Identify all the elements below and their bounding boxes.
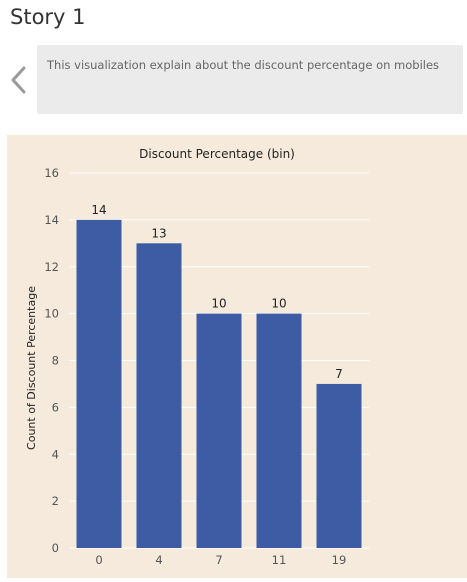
bar[interactable] [76,219,122,548]
story-caption: This visualization explain about the dis… [47,58,440,72]
bar[interactable] [196,313,242,548]
chart-panel: Discount Percentage (bin) Count of Disco… [7,135,467,578]
bar[interactable] [256,313,302,548]
data-label: 13 [151,226,166,240]
y-tick-label: 0 [52,541,59,555]
bar[interactable] [136,243,182,548]
bar[interactable] [316,383,362,548]
bar-chart: Discount Percentage (bin) Count of Disco… [25,147,369,567]
x-tick-label: 19 [332,553,347,567]
y-tick-label: 6 [52,400,59,414]
y-tick-label: 14 [44,213,59,227]
x-axis-ticks: 0 4 7 11 19 [95,553,346,567]
chart-title: Discount Percentage (bin) [139,147,295,161]
y-axis-ticks: 0 2 4 6 8 10 12 14 16 [44,166,59,555]
y-tick-label: 2 [52,494,59,508]
story-title: Story 1 [10,5,86,29]
y-tick-label: 10 [44,307,59,321]
x-tick-label: 7 [215,553,222,567]
x-tick-label: 11 [272,553,287,567]
y-tick-label: 12 [44,260,59,274]
data-label: 10 [271,297,286,311]
y-tick-label: 16 [44,166,59,180]
story-caption-box[interactable]: This visualization explain about the dis… [37,45,463,114]
x-tick-label: 0 [95,553,102,567]
data-labels: 14 13 10 10 7 [91,203,342,381]
chevron-left-icon [11,66,26,94]
y-axis-label: Count of Discount Percentage [25,286,38,450]
bars [76,219,362,548]
back-button[interactable] [6,60,34,100]
data-label: 7 [335,367,343,381]
x-tick-label: 4 [155,553,162,567]
y-tick-label: 4 [52,447,59,461]
y-tick-label: 8 [52,354,59,368]
data-label: 14 [91,203,106,217]
data-label: 10 [211,297,226,311]
